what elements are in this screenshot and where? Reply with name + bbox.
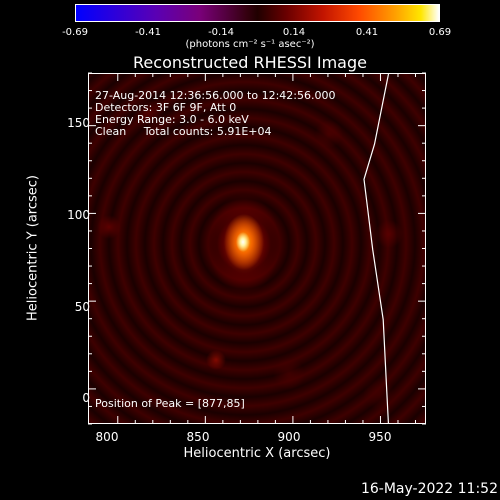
colorbar-tick-label: 0.14 — [282, 27, 306, 38]
solar-limb — [363, 74, 390, 423]
colorbar-tick-label: -0.69 — [62, 27, 88, 38]
info-time-range: 27-Aug-2014 12:36:56.000 to 12:42:56.000 — [95, 89, 336, 102]
colorbar-tick-label: 0.41 — [355, 27, 379, 38]
x-tick-label: 800 — [95, 430, 119, 444]
colorbar-tick-label: -0.41 — [135, 27, 161, 38]
rhessi-image — [89, 74, 425, 423]
plot-title: Reconstructed RHESSI Image — [133, 53, 367, 72]
y-tick-label: 0 — [82, 391, 90, 405]
x-tick-label: 900 — [277, 430, 301, 444]
y-tick-label: 50 — [74, 300, 90, 314]
x-tick-label: 950 — [368, 430, 392, 444]
info-counts: Clean Total counts: 5.91E+04 — [95, 125, 272, 138]
y-tick-label: 150 — [67, 116, 90, 130]
colorbar-units-label: (photons cm⁻² s⁻¹ asec⁻²) — [185, 39, 315, 50]
solar-limb-arc — [363, 74, 390, 423]
info-detectors: Detectors: 3F 6F 9F, Att 0 — [95, 101, 237, 114]
info-energy-range: Energy Range: 3.0 - 6.0 keV — [95, 113, 249, 126]
colorbar — [75, 4, 440, 22]
y-tick-label: 100 — [67, 208, 90, 222]
date-stamp: 16-May-2022 11:52 — [360, 481, 498, 497]
x-axis-label: Heliocentric X (arcsec) — [183, 446, 331, 461]
image-plot-area — [88, 73, 426, 424]
x-tick-label: 850 — [186, 430, 210, 444]
colorbar-tick-label: 0.69 — [428, 27, 452, 38]
peak-position-label: Position of Peak = [877,85] — [95, 397, 245, 410]
colorbar-tick-label: -0.14 — [208, 27, 234, 38]
y-axis-label: Heliocentric Y (arcsec) — [25, 175, 41, 321]
